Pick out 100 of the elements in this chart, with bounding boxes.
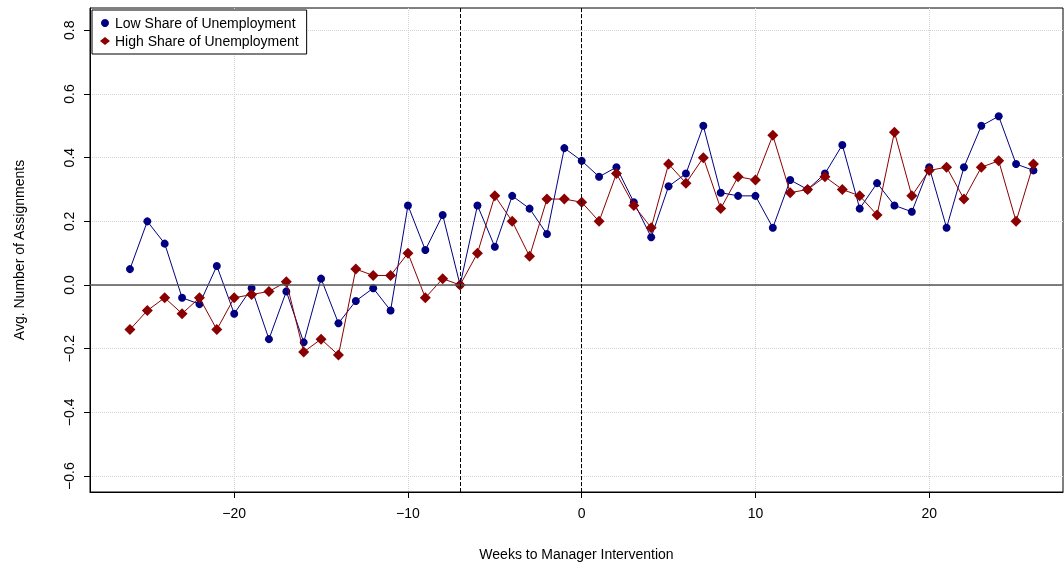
point [141, 305, 153, 316]
point [680, 177, 692, 189]
x-tick-label: 0 [577, 505, 586, 521]
point [907, 207, 916, 216]
point [871, 209, 883, 221]
point [664, 182, 673, 191]
point [298, 346, 310, 358]
point [437, 273, 449, 285]
point [124, 324, 136, 336]
point [228, 292, 240, 304]
point [471, 247, 483, 259]
point [941, 161, 953, 173]
point [558, 193, 570, 205]
point [1027, 158, 1039, 170]
point [628, 199, 640, 211]
point [890, 201, 899, 210]
point [819, 171, 831, 183]
point [159, 292, 171, 304]
x-tick-label: −10 [396, 505, 421, 521]
point [923, 164, 935, 176]
point [645, 222, 657, 234]
point [994, 112, 1003, 121]
point [246, 289, 258, 301]
point [317, 274, 326, 283]
point [541, 193, 553, 205]
point [647, 233, 656, 242]
point [421, 246, 430, 254]
point [732, 171, 744, 183]
point [749, 174, 761, 186]
point [681, 169, 690, 178]
y-tick-label: −0.6 [61, 462, 77, 490]
point [160, 239, 169, 248]
y-tick-label: −0.2 [61, 334, 77, 363]
point [125, 265, 134, 274]
point [490, 242, 499, 251]
point [334, 319, 343, 328]
point [1012, 160, 1021, 169]
point [716, 188, 725, 197]
point [332, 349, 344, 361]
point [385, 269, 397, 281]
point [663, 158, 675, 170]
point [508, 191, 517, 200]
point [367, 269, 379, 281]
point [1010, 215, 1022, 227]
x-tick-label: −20 [222, 505, 247, 521]
point [977, 121, 986, 130]
point [784, 187, 796, 199]
point [402, 247, 414, 259]
point [506, 215, 518, 227]
x-tick-label: 10 [747, 505, 764, 521]
point [697, 152, 709, 164]
legend-label: High Share of Unemployment [115, 33, 299, 49]
point [836, 184, 848, 195]
point [906, 190, 918, 202]
point [768, 223, 777, 232]
point [212, 261, 221, 270]
point [350, 263, 362, 275]
point [419, 292, 431, 304]
point [958, 193, 970, 205]
point [975, 161, 987, 173]
point [176, 308, 188, 320]
point [854, 190, 866, 202]
point [715, 203, 727, 215]
point [767, 129, 779, 141]
point [524, 250, 536, 262]
point [351, 296, 360, 305]
point [473, 201, 482, 210]
y-tick-label: 0.0 [61, 275, 77, 295]
point [751, 191, 760, 200]
y-tick-label: 0.6 [61, 84, 77, 104]
point [942, 223, 951, 232]
point [838, 140, 847, 149]
point [855, 204, 864, 213]
y-tick-label: −0.4 [61, 398, 77, 427]
point [489, 190, 501, 202]
point [143, 217, 152, 226]
point [888, 126, 900, 138]
point [542, 230, 551, 239]
point [230, 309, 239, 318]
point [193, 292, 205, 304]
point [595, 172, 604, 181]
point [699, 121, 708, 130]
y-tick-label: 0.2 [61, 211, 77, 232]
point [525, 204, 534, 213]
point [734, 191, 743, 200]
point [263, 285, 275, 297]
point [438, 210, 447, 219]
x-tick-label: 20 [921, 505, 938, 521]
point [610, 168, 622, 180]
point [403, 201, 412, 210]
point [873, 179, 882, 188]
y-tick-label: 0.8 [61, 20, 77, 41]
y-axis-title: Avg. Number of Assignments [11, 159, 27, 341]
legend-label: Low Share of Unemployment [115, 15, 296, 31]
point [315, 333, 327, 345]
x-axis-title: Weeks to Manager Intervention [479, 546, 674, 562]
point [178, 293, 187, 302]
point [211, 324, 223, 336]
y-tick-label: 0.4 [61, 147, 77, 168]
point [959, 163, 968, 172]
